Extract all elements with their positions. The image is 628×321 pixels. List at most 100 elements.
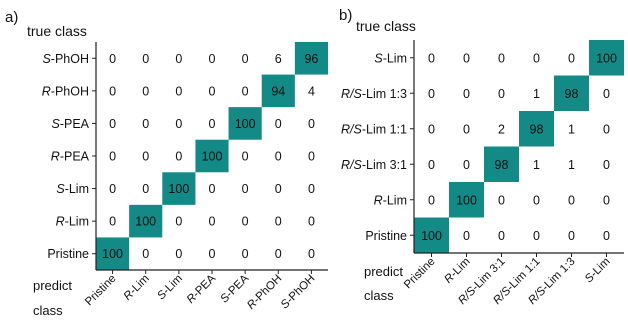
cell-value-label: 100 [202,150,223,164]
cell-value-label: 0 [142,117,149,131]
cell-value-label: 0 [209,52,216,66]
row-tick-label: R-Lim [56,215,89,229]
cell-value-label: 0 [428,193,435,207]
x-axis-title-line-1: predict [33,278,72,293]
cell-value-label: 0 [498,229,505,243]
cell-value-label: 0 [109,182,116,196]
cell-value-label: 0 [308,150,315,164]
row-tick-label: S-Lim [56,182,89,196]
cell-value-label: 0 [242,215,249,229]
cell-value-label: 0 [209,117,216,131]
cell-value-label: 0 [242,52,249,66]
cell-value-label: 0 [603,158,610,172]
cell-value-label: 0 [142,150,149,164]
cell-value-label: 0 [533,229,540,243]
cell-value-label: 0 [275,215,282,229]
cell-value-label: 0 [568,229,575,243]
heatmap-cell [129,204,163,238]
cell-value-label: 0 [109,117,116,131]
heatmap-cell [261,74,295,108]
cell-value-label: 4 [308,84,315,98]
cell-value-label: 0 [109,150,116,164]
cell-value-label: 0 [308,215,315,229]
cell-value-label: 0 [463,158,470,172]
row-tick-label: R/S-Lim 1:1 [341,122,407,136]
cell-value-label: 0 [242,84,249,98]
cell-value-label: 0 [463,122,470,136]
x-axis-title-line-1: predict [364,264,403,279]
y-axis-title: true class [27,23,87,39]
cell-value-label: 96 [304,52,318,66]
row-tick-label: S-PEA [51,117,89,131]
cell-value-label: 0 [175,84,182,98]
cell-value-label: 0 [242,150,249,164]
column-tick-label: R-PEA [185,272,219,306]
cell-value-label: 100 [235,117,256,131]
cell-value-label: 1 [533,158,540,172]
column-tick-label: S-PEA [218,272,251,305]
cell-value-label: 100 [596,51,617,65]
column-tick-label: S-PhOH [279,273,318,312]
x-axis-title-line-2: class [33,303,63,318]
cell-value-label: 0 [603,122,610,136]
cell-value-label: 1 [568,122,575,136]
heatmap-cell [484,146,519,182]
cell-value-label: 98 [565,87,579,101]
cell-value-label: 0 [275,182,282,196]
cell-value-label: 94 [271,84,285,98]
cell-value-label: 0 [242,182,249,196]
heatmap-cell [589,40,624,76]
cell-value-label: 0 [175,215,182,229]
cell-value-label: 1 [533,87,540,101]
cell-value-label: 100 [135,215,156,229]
row-tick-label: Pristine [365,229,407,243]
heatmap-cell [162,172,196,205]
cell-value-label: 0 [308,182,315,196]
column-tick-label: Pristine [83,273,119,309]
column-tick-label: R-Lim [122,273,152,303]
row-tick-label: Pristine [47,247,89,261]
cell-value-label: 98 [530,122,544,136]
column-tick-label: S-Lim [155,273,185,303]
cell-value-label: 0 [533,51,540,65]
cell-value-label: 0 [463,229,470,243]
column-tick-label: R-PhOH [245,273,284,312]
x-axis-title-line-2: class [364,288,394,303]
heatmap-cell [449,182,484,218]
cell-value-label: 0 [428,87,435,101]
cell-value-label: 0 [242,247,249,261]
cell-value-label: 0 [428,122,435,136]
cell-value-label: 0 [498,51,505,65]
heatmap-cell [96,237,130,270]
row-tick-label: R-Lim [374,193,407,207]
cell-value-label: 0 [603,87,610,101]
row-tick-label: R-PhOH [42,84,89,98]
cell-value-label: 100 [102,247,123,261]
cell-value-label: 0 [175,52,182,66]
cell-value-label: 0 [603,193,610,207]
cell-value-label: 0 [109,84,116,98]
cell-value-label: 0 [275,150,282,164]
column-tick-label: R-Lim [442,256,472,286]
y-axis-title: true class [356,18,416,34]
row-tick-label: S-Lim [374,51,407,65]
cell-value-label: 0 [142,247,149,261]
panel-label: b) [339,7,352,24]
cell-value-label: 0 [142,52,149,66]
cell-value-label: 0 [533,193,540,207]
cell-value-label: 0 [209,215,216,229]
cell-value-label: 0 [142,84,149,98]
cell-value-label: 0 [463,87,470,101]
cell-value-label: 0 [109,52,116,66]
cell-value-label: 0 [209,182,216,196]
cell-value-label: 0 [568,193,575,207]
cell-value-label: 0 [275,117,282,131]
cell-value-label: 0 [308,247,315,261]
cell-value-label: 0 [463,51,470,65]
cell-value-label: 0 [142,182,149,196]
heatmap-cell [195,139,229,173]
cell-value-label: 98 [495,158,509,172]
cell-value-label: 100 [421,229,442,243]
